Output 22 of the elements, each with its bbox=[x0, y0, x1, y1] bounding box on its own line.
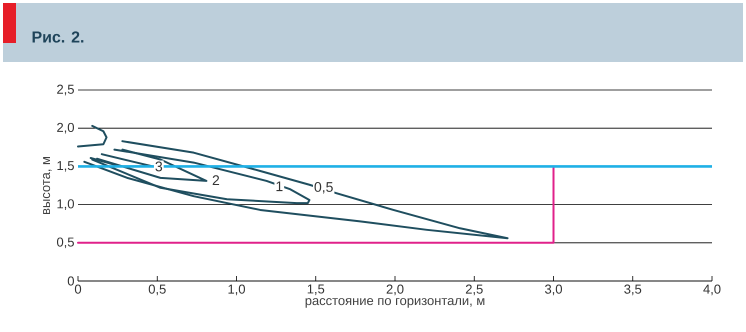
annotation: 2 bbox=[212, 175, 220, 186]
annotation: 1 bbox=[276, 181, 282, 192]
y-tick-label: 0 bbox=[68, 276, 74, 286]
y-tick-label: 1,0 bbox=[57, 199, 74, 210]
x-axis-title: расстояние по горизонтали, м bbox=[306, 298, 484, 308]
x-tick-label: 3,5 bbox=[624, 284, 642, 296]
annotation: 0,5 bbox=[314, 182, 333, 194]
x-tick-label: 0,5 bbox=[148, 284, 166, 296]
x-tick-label: 0 bbox=[74, 284, 82, 294]
x-tick-label: 2,5 bbox=[466, 284, 483, 296]
x-tick-label: 1,5 bbox=[308, 284, 324, 296]
y-tick-label: 2,0 bbox=[57, 122, 74, 134]
x-tick-label: 2,0 bbox=[386, 284, 404, 296]
annotation: 3 bbox=[155, 161, 162, 172]
x-tick-label: 4,0 bbox=[703, 284, 721, 296]
y-tick-label: 1,5 bbox=[57, 161, 74, 172]
chart-title: Рис. 2. bbox=[32, 31, 84, 43]
y-axis-title: высота, м bbox=[43, 156, 52, 214]
x-tick-label: 1,0 bbox=[228, 284, 246, 296]
x-tick-label: 3,0 bbox=[545, 284, 562, 296]
y-tick-label: 2,5 bbox=[57, 84, 74, 96]
y-tick-label: 0,5 bbox=[56, 237, 74, 248]
